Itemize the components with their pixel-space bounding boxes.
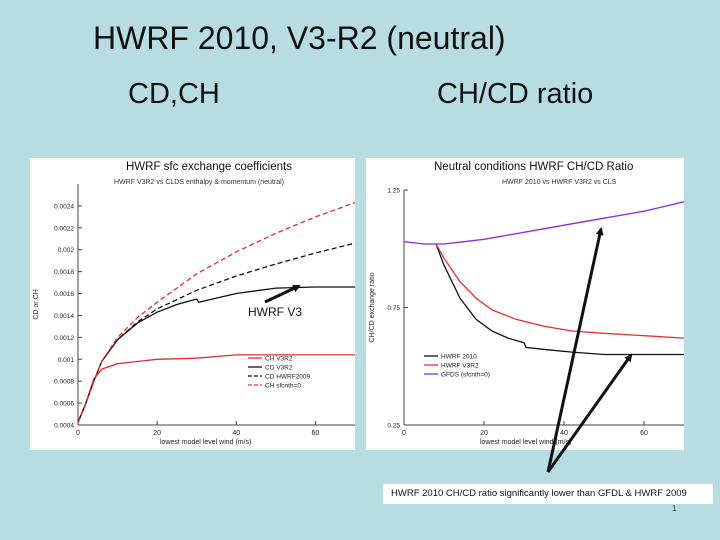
series-line-hwrf-v3r2	[435, 243, 685, 339]
y-tick-label: 0.0006	[54, 401, 74, 408]
chart-subtitle: HWRF 2010 vs HWRF V3R2 vs CLS	[502, 179, 617, 186]
y-tick-label: 0.0004	[54, 423, 74, 430]
legend-label: CD V3R2	[265, 365, 293, 372]
y-tick-label: 0.0024	[54, 203, 74, 210]
chart-subtitle: HWRF V3R2 vs CLDS enthalpy & momentum (n…	[114, 179, 284, 186]
y-tick-label: 0.75	[387, 305, 400, 312]
y-tick-label: 0.0012	[54, 335, 74, 342]
annotation-label-box	[244, 303, 318, 321]
annotation-label: HWRF V3	[248, 305, 302, 319]
right-heading: CH/CD ratio	[437, 78, 594, 110]
y-tick-label: 0.0014	[54, 313, 74, 320]
y-axis-label: CD or CH	[33, 289, 40, 319]
legend-label: GFDS (sfcnth=0)	[441, 372, 490, 379]
x-axis-label: lowest model level wind (m/s)	[480, 439, 571, 446]
arrow-to-gfds	[546, 227, 604, 473]
y-tick-label: 0.0008	[54, 379, 74, 386]
x-tick-label: 20	[153, 430, 161, 437]
y-tick-label: 0.0018	[54, 269, 74, 276]
caption-box: HWRF 2010 CH/CD ratio significantly lowe…	[383, 484, 713, 504]
arrow-to-hwrf2010	[546, 353, 633, 473]
ratio-chart-panel: Neutral conditions HWRF CH/CD Ratio HWRF …	[366, 158, 685, 450]
y-tick-label: 0.0022	[54, 225, 74, 232]
page-number: 1	[672, 504, 677, 513]
y-tick-label: 0.0016	[54, 291, 74, 298]
x-tick-label: 60	[640, 430, 648, 437]
series-line-gfds-sfcnth-0	[403, 201, 685, 245]
slide-title: HWRF 2010, V3-R2 (neutral)	[93, 20, 506, 56]
series-line-ch-sfcnth-0	[77, 201, 356, 424]
y-tick-label: 1.25	[387, 188, 400, 195]
legend-label: CH sfcnth=0	[265, 383, 301, 390]
x-tick-label: 0	[76, 430, 80, 437]
left-heading: CD,CH	[128, 78, 220, 110]
legend-label: HWRF V3R2	[441, 363, 479, 370]
y-tick-label: 0.001	[58, 357, 75, 364]
y-tick-label: 0.25	[387, 423, 400, 430]
legend-label: HWRF 2010	[441, 354, 477, 361]
chart-title: Neutral conditions HWRF CH/CD Ratio	[434, 161, 633, 173]
annotation-arrow	[264, 284, 301, 304]
legend-label: CD HWRF2009	[265, 374, 311, 381]
y-tick-label: 0.002	[58, 247, 75, 254]
x-tick-label: 60	[312, 430, 320, 437]
x-tick-label: 20	[480, 430, 488, 437]
x-tick-label: 0	[402, 430, 406, 437]
chart-title: HWRF sfc exchange coefficients	[126, 161, 292, 173]
legend-label: CH V3R2	[265, 356, 293, 363]
series-line-hwrf-2010	[435, 243, 684, 356]
ratio-chart: Neutral conditions HWRF CH/CD Ratio HWRF …	[369, 161, 685, 446]
x-tick-label: 40	[232, 430, 240, 437]
x-tick-label: 40	[560, 430, 568, 437]
exchange-coefficients-chart: HWRF sfc exchange coefficients HWRF V3R2 …	[33, 161, 356, 446]
y-axis-label: CH/CD exchange ratio	[369, 272, 376, 342]
x-axis-label: lowest model level wind (m/s)	[160, 439, 251, 446]
